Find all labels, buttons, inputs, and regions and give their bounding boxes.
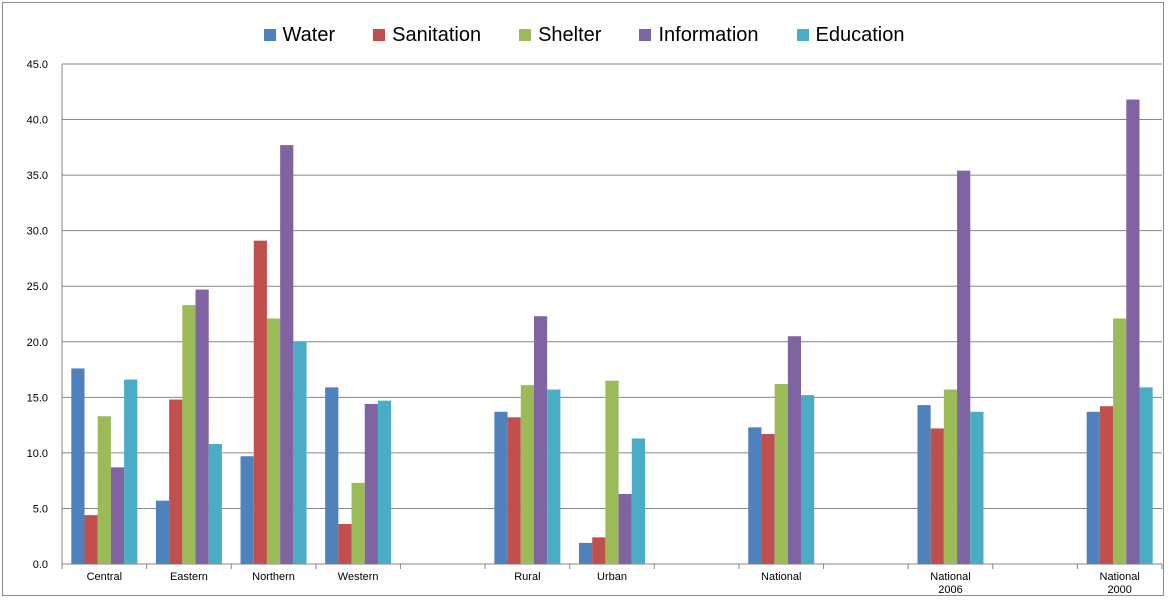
- y-tick-label: 35.0: [27, 170, 48, 182]
- bar-education-3: [377, 400, 392, 564]
- bar-shelter-1: [182, 305, 196, 564]
- y-tick-label: 15.0: [27, 392, 48, 404]
- bar-sanitation-8: [761, 434, 775, 564]
- bar-education-12: [1139, 387, 1153, 564]
- x-category-label: Central: [87, 571, 122, 583]
- bar-information-10: [957, 170, 971, 564]
- bar-shelter-12: [1113, 318, 1127, 564]
- bar-education-0: [124, 379, 138, 564]
- x-category-label: Rural: [514, 571, 540, 583]
- bar-information-1: [195, 289, 209, 564]
- bar-sanitation-12: [1099, 406, 1114, 564]
- bar-shelter-2: [266, 318, 281, 564]
- bar-education-5: [547, 389, 561, 564]
- bar-information-12: [1126, 99, 1140, 565]
- bar-education-6: [631, 438, 645, 564]
- bar-shelter-6: [605, 380, 619, 564]
- legend-swatch-education: [796, 29, 809, 41]
- bar-water-5: [494, 411, 508, 564]
- bar-information-5: [533, 316, 548, 564]
- chart-legend: Water Sanitation Shelter Information Edu…: [0, 20, 1168, 50]
- y-tick-label: 45.0: [27, 59, 48, 71]
- bar-information-2: [280, 145, 294, 564]
- y-tick-label: 10.0: [27, 448, 48, 460]
- legend-swatch-shelter: [519, 29, 532, 41]
- legend-label-education: Education: [815, 23, 905, 46]
- legend-item-water: Water: [263, 23, 336, 47]
- bar-water-1: [155, 500, 170, 564]
- bar-shelter-5: [520, 385, 534, 564]
- legend-label-information: Information: [658, 23, 759, 46]
- bar-water-3: [325, 387, 339, 564]
- bar-sanitation-1: [169, 399, 183, 564]
- y-tick-label: 40.0: [27, 115, 48, 127]
- bar-sanitation-5: [507, 417, 521, 564]
- legend-item-information: Information: [639, 23, 759, 47]
- legend-swatch-information: [639, 29, 652, 41]
- legend-label-water: Water: [282, 23, 336, 46]
- bar-sanitation-6: [592, 537, 606, 564]
- x-category-label: National: [930, 571, 970, 583]
- bar-sanitation-2: [253, 240, 267, 564]
- legend-label-shelter: Shelter: [538, 23, 602, 46]
- bar-shelter-3: [351, 482, 365, 564]
- legend-label-sanitation: Sanitation: [392, 23, 482, 46]
- bar-water-12: [1086, 411, 1100, 564]
- legend-item-education: Education: [796, 23, 905, 47]
- bar-water-6: [579, 542, 593, 564]
- y-tick-label: 5.0: [33, 503, 48, 515]
- bar-education-10: [970, 411, 984, 564]
- x-category-label: Eastern: [170, 571, 208, 583]
- bar-information-8: [787, 336, 802, 564]
- bar-sanitation-0: [84, 515, 98, 564]
- bar-information-6: [618, 494, 632, 564]
- y-tick-label: 20.0: [27, 337, 48, 349]
- bar-water-0: [71, 368, 85, 564]
- legend-swatch-sanitation: [373, 29, 386, 41]
- x-category-label: National: [1100, 571, 1140, 583]
- y-tick-label: 0.0: [33, 559, 48, 571]
- x-category-label: 2000: [1107, 584, 1131, 596]
- bar-water-10: [917, 405, 931, 564]
- legend-item-sanitation: Sanitation: [373, 24, 481, 47]
- y-tick-label: 30.0: [27, 226, 48, 238]
- bar-shelter-8: [774, 384, 788, 564]
- x-category-label: Western: [338, 571, 379, 583]
- bar-education-8: [801, 395, 815, 564]
- bar-education-1: [208, 444, 222, 564]
- bar-shelter-10: [943, 389, 958, 564]
- x-category-label: National: [761, 571, 801, 583]
- bar-sanitation-10: [930, 428, 944, 564]
- bar-water-8: [748, 427, 762, 564]
- bar-shelter-0: [97, 416, 111, 564]
- legend-swatch-water: [263, 29, 276, 41]
- y-tick-label: 25.0: [27, 281, 48, 293]
- x-category-label: 2006: [938, 584, 962, 596]
- x-category-label: Northern: [252, 571, 295, 583]
- legend-item-shelter: Shelter: [519, 24, 601, 47]
- bar-information-0: [110, 467, 125, 564]
- bar-education-2: [293, 341, 307, 564]
- bar-information-3: [364, 404, 378, 564]
- bar-sanitation-3: [338, 524, 352, 564]
- bar-water-2: [240, 456, 254, 564]
- x-category-label: Urban: [597, 571, 627, 583]
